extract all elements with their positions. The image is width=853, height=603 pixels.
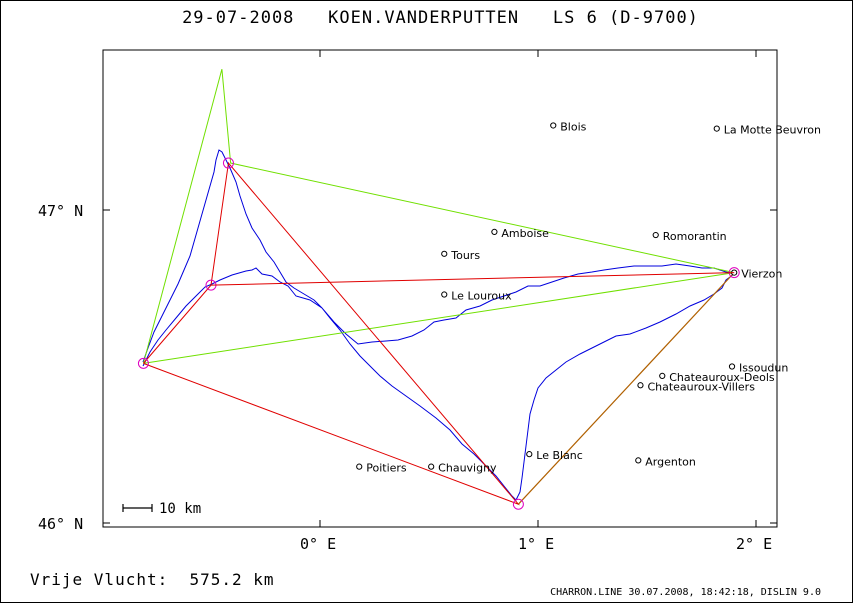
town-label: Blois <box>560 120 586 133</box>
fai-triangle <box>142 69 735 364</box>
town-marker <box>713 125 720 132</box>
file-info: CHARRON.LINE 30.07.2008, 18:42:18, DISLI… <box>550 587 821 598</box>
town-label: Chauvigny <box>438 462 497 475</box>
turnpoint-marker <box>222 157 234 169</box>
scale-bar: 10 km <box>122 501 201 517</box>
town-label: Amboise <box>501 227 549 240</box>
lon-label: 2° E <box>736 535 772 553</box>
town-label: Tours <box>450 249 480 262</box>
town-label: La Motte Beuvron <box>724 124 821 137</box>
axis-ticks <box>103 50 777 527</box>
distance-readout: Vrije Vlucht: 575.2 km <box>30 570 275 589</box>
glider-id: LS 6 (D-9700) <box>552 8 699 28</box>
town-marker <box>441 291 448 298</box>
town-marker <box>441 250 448 257</box>
town-marker <box>637 382 644 389</box>
town-marker <box>491 228 498 236</box>
town-marker <box>652 231 659 239</box>
town-marker <box>428 463 435 470</box>
page-title: 29-07-2008 KOEN.VANDERPUTTEN LS 6 (D-970… <box>0 8 853 28</box>
town-label: Le Louroux <box>451 290 512 303</box>
town-marker <box>728 363 736 370</box>
distance-label: Vrije Vlucht: <box>30 570 169 589</box>
town-marker <box>356 463 363 470</box>
town-label: Vierzon <box>741 268 782 281</box>
town-label: Argenton <box>645 455 696 468</box>
town-label: Poitiers <box>366 462 407 475</box>
lon-label: 1° E <box>518 535 554 553</box>
lat-label: 47° N <box>38 202 83 220</box>
axis-labels: 47° N 46° N 0° E 1° E 2° E <box>38 202 772 553</box>
lon-label: 0° E <box>300 535 336 553</box>
town-marker <box>526 451 533 458</box>
town-marker <box>635 457 642 464</box>
town-label: Le Blanc <box>536 449 583 462</box>
turnpoint-marker <box>512 498 524 510</box>
flight-date: 29-07-2008 <box>182 8 295 28</box>
town-marker <box>659 372 666 379</box>
turnpoint-marker <box>137 357 149 369</box>
task-last-leg <box>517 272 735 505</box>
town-label: Issoudun <box>739 362 788 375</box>
task-legs <box>143 161 521 506</box>
lat-label: 46° N <box>38 515 83 533</box>
task-leg <box>210 272 735 286</box>
town-label: Chateauroux-Villers <box>647 380 755 393</box>
towns: Blois La Motte Beuvron Amboise Romorantin To… <box>356 120 821 475</box>
flight-track <box>142 149 736 501</box>
town-marker <box>550 122 557 129</box>
plot-area <box>102 49 778 528</box>
town-label: Chateauroux-Deols <box>669 371 775 384</box>
pilot-name: KOEN.VANDERPUTTEN <box>328 8 520 28</box>
distance-value: 575.2 km <box>189 570 275 589</box>
town-label: Romorantin <box>663 230 727 243</box>
scale-label: 10 km <box>159 501 201 517</box>
